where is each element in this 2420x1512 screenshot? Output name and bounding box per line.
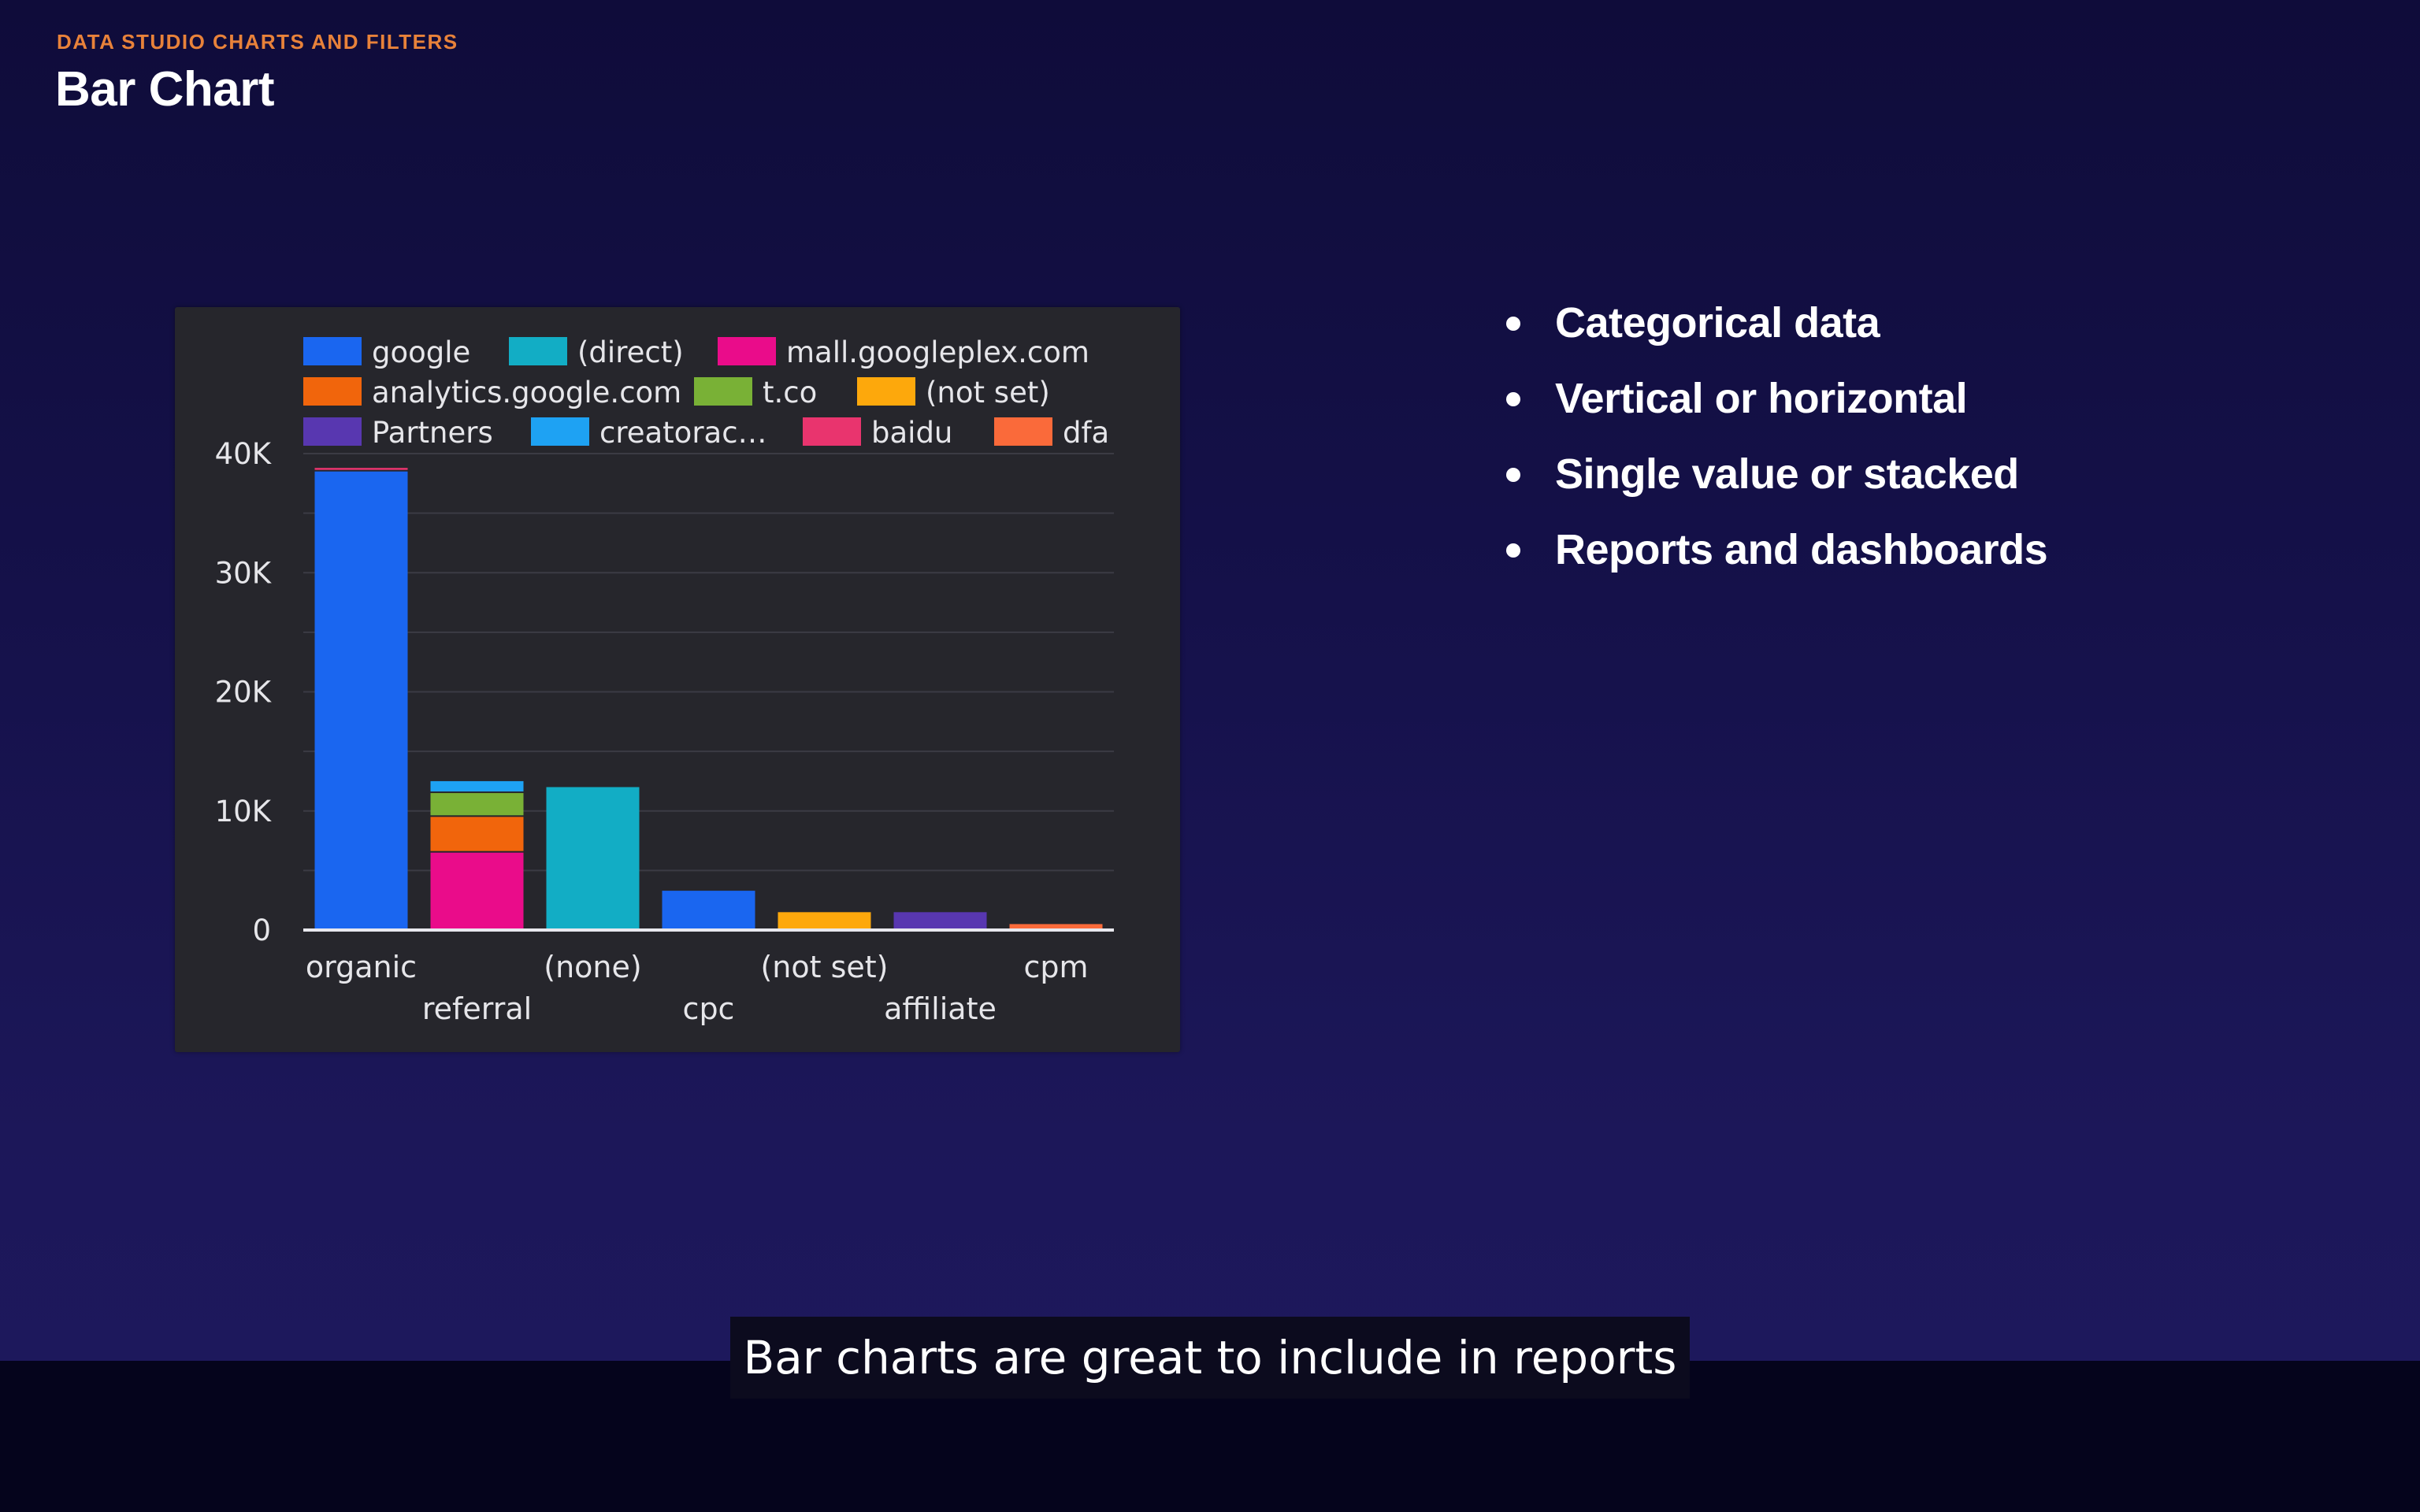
bar-segment	[1009, 924, 1103, 928]
legend-label: dfa	[1063, 416, 1109, 450]
legend-swatch	[303, 417, 362, 446]
x-tick-label: cpc	[683, 991, 735, 1026]
bar-segment	[430, 780, 524, 792]
x-tick-label: (none)	[544, 950, 641, 984]
bullet-item: Single value or stacked	[1497, 436, 2047, 512]
legend-label: mall.googleplex.com	[786, 335, 1089, 369]
bar-segment	[662, 891, 755, 928]
legend-swatch	[303, 337, 362, 365]
caption-box: Bar charts are great to include in repor…	[730, 1317, 1690, 1399]
bullet-item: Reports and dashboards	[1497, 512, 2048, 587]
legend-swatch	[994, 417, 1052, 446]
legend-label: t.co	[763, 376, 817, 410]
page-title: Bar Chart	[55, 62, 275, 117]
bullet-dot	[1506, 543, 1520, 558]
bar-segment	[430, 852, 524, 928]
bullet-dot	[1506, 392, 1520, 406]
x-tick-label: cpm	[1023, 950, 1088, 984]
x-tick-label: affiliate	[884, 991, 997, 1026]
y-tick-label: 10K	[215, 795, 273, 828]
bar-segment	[314, 471, 408, 928]
bar-segment	[430, 793, 524, 816]
y-tick-label: 20K	[215, 676, 273, 710]
x-tick-label: organic	[306, 950, 417, 984]
legend-swatch	[694, 377, 752, 406]
bullet-text: Vertical or horizontal	[1555, 375, 1968, 422]
legend-swatch	[509, 337, 567, 365]
legend-label: (direct)	[577, 335, 684, 369]
bar-segment	[430, 817, 524, 851]
bullet-list: Categorical data Vertical or horizontal …	[1497, 285, 2048, 587]
legend-label: analytics.google.com	[372, 376, 681, 410]
legend-label: google	[372, 335, 470, 369]
legend-label: creatorac…	[599, 416, 767, 450]
bullet-item: Vertical or horizontal	[1497, 361, 2047, 436]
bullet-text: Single value or stacked	[1555, 450, 2019, 498]
section-kicker: DATA STUDIO CHARTS AND FILTERS	[57, 30, 458, 54]
y-tick-label: 30K	[215, 556, 273, 590]
caption-text: Bar charts are great to include in repor…	[743, 1331, 1677, 1384]
bar-segment	[314, 468, 408, 470]
bar-segment	[893, 912, 987, 928]
bar-segment	[546, 787, 640, 928]
x-tick-label: referral	[422, 991, 532, 1026]
legend-swatch	[531, 417, 589, 446]
bullet-text: Categorical data	[1555, 299, 1880, 346]
legend-label: Partners	[372, 416, 493, 450]
legend-swatch	[303, 377, 362, 406]
legend-swatch	[718, 337, 776, 365]
bullet-text: Reports and dashboards	[1555, 526, 2048, 573]
legend-label: baidu	[871, 416, 952, 450]
y-tick-label: 40K	[215, 437, 273, 471]
bar-chart-panel: 0 10K 20K 30K 40K organic referral (none) cpc (no…	[175, 307, 1180, 1052]
bullet-dot	[1506, 468, 1520, 482]
bullet-dot	[1506, 317, 1520, 331]
legend-swatch	[803, 417, 861, 446]
y-tick-label: 0	[252, 914, 271, 947]
legend-label: (not set)	[926, 376, 1050, 410]
bullet-item: Categorical data	[1497, 285, 2047, 361]
x-tick-label: (not set)	[760, 950, 888, 984]
bar-segment	[778, 912, 871, 928]
legend-swatch	[857, 377, 915, 406]
